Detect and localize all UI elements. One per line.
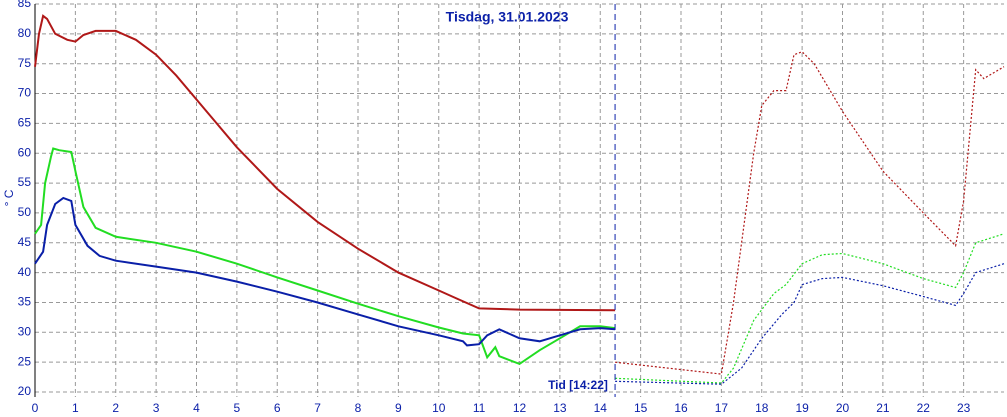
x-tick-label: 21 [876,401,890,415]
x-tick-label: 14 [594,401,608,415]
y-axis-label: ° C [2,189,16,206]
x-tick-label: 15 [634,401,648,415]
x-tick-label: 7 [314,401,321,415]
x-tick-label: 13 [553,401,567,415]
x-tick-label: 22 [917,401,931,415]
x-tick-label: 19 [795,401,809,415]
y-tick-label: 25 [18,354,32,368]
x-tick-label: 12 [513,401,527,415]
series-line [34,147,616,366]
x-tick-label: 9 [395,401,402,415]
y-tick-label: 20 [18,384,32,398]
series-line [615,51,1005,375]
y-tick-label: 55 [18,175,32,189]
y-tick-label: 80 [18,26,32,40]
x-tick-label: 18 [755,401,769,415]
x-tick-label: 20 [836,401,850,415]
x-tick-label: 16 [674,401,688,415]
x-tick-label: 2 [112,401,119,415]
y-tick-label: 45 [18,235,32,249]
y-tick-label: 50 [18,205,32,219]
x-tick-label: 0 [32,401,39,415]
series-line [615,263,1005,385]
y-tick-label: 75 [18,56,32,70]
y-tick-label: 65 [18,116,32,130]
x-tick-label: 8 [355,401,362,415]
x-tick-label: 3 [153,401,160,415]
x-tick-label: 1 [72,401,79,415]
series-line [34,196,616,347]
y-tick-label: 40 [18,265,32,279]
x-tick-label: 17 [715,401,729,415]
x-tick-label: 11 [473,401,486,415]
y-tick-label: 30 [18,324,32,338]
y-tick-label: 70 [18,86,32,100]
y-tick-label: 60 [18,145,32,159]
series-line [34,14,616,312]
x-tick-label: 4 [193,401,200,415]
x-tick-label: 10 [432,401,446,415]
x-tick-label: 23 [957,401,971,415]
x-tick-label: 5 [234,401,241,415]
y-tick-label: 35 [18,295,32,309]
series-line [615,233,1005,384]
time-marker-label: Tid [14:22] [548,378,608,392]
y-tick-label: 85 [18,0,32,10]
x-tick-label: 6 [274,401,281,415]
chart-title: Tisdag, 31.01.2023 [446,9,569,25]
